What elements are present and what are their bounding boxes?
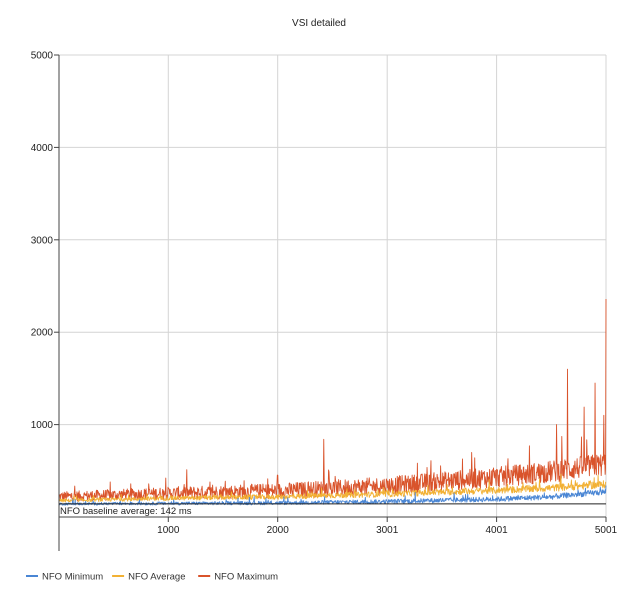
- x-tick-label: 2000: [267, 525, 290, 536]
- x-tick-label: 3001: [376, 525, 399, 536]
- y-tick-label: 1000: [31, 420, 54, 431]
- y-tick-label: 4000: [31, 143, 54, 154]
- series-layer: [58, 298, 607, 506]
- y-tick-label: 3000: [31, 235, 54, 246]
- x-tick-label: 5001: [595, 525, 618, 536]
- chart-title: VSI detailed: [292, 18, 346, 29]
- tick-labels: 1000 2000 3001 4001 5001 1000 2000 3000 4000 5000: [31, 51, 618, 537]
- x-tick-label: 1000: [157, 525, 180, 536]
- series-line-nfo-average: [58, 473, 607, 503]
- legend-label: NFO Average: [128, 572, 185, 583]
- baseline-label: NFO baseline average: 142 ms: [60, 506, 192, 517]
- legend-label: NFO Maximum: [214, 572, 278, 583]
- x-tick-label: 4001: [485, 525, 508, 536]
- y-tick-label: 2000: [31, 328, 54, 339]
- grid-lines: [59, 54, 607, 517]
- series-line-nfo-maximum: [58, 298, 607, 502]
- legend: NFO Minimum NFO Average NFO Maximum: [26, 572, 278, 583]
- axes: [54, 54, 607, 551]
- legend-label: NFO Minimum: [42, 572, 103, 583]
- y-tick-label: 5000: [31, 51, 54, 62]
